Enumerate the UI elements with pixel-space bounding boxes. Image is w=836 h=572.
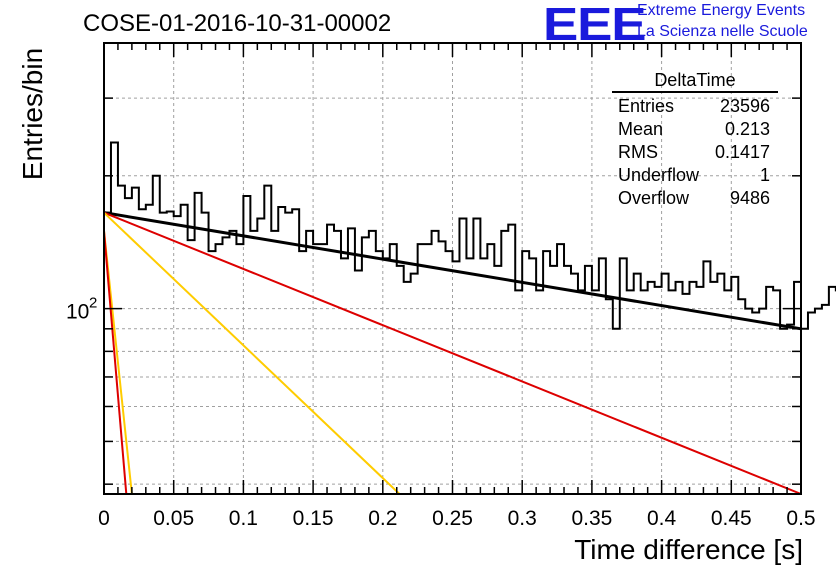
stats-divider (612, 91, 778, 93)
fit-curve (103, 211, 802, 331)
stats-label: Underflow (618, 165, 700, 185)
stats-label: Entries (618, 96, 675, 116)
stats-value: 23596 (719, 96, 770, 116)
grid-lines (104, 42, 801, 494)
x-tick-label: 0.15 (293, 507, 334, 530)
y-tick-label: 10 (66, 301, 89, 324)
stats-value: 1 (759, 165, 770, 185)
stats-row-overflow: Overflow 9486 (612, 187, 778, 210)
x-tick-label: 0.25 (432, 507, 473, 530)
x-tick-label: 0.05 (153, 507, 194, 530)
stats-row-entries: Entries 23596 (612, 95, 778, 118)
component-curve (103, 211, 401, 495)
stats-row-mean: Mean 0.213 (612, 118, 778, 141)
stats-row-rms: RMS 0.1417 (612, 141, 778, 164)
stats-value: 9486 (729, 188, 770, 208)
logo-subtitle-1: Extreme Energy Events (637, 2, 806, 19)
x-tick-label: 0.45 (711, 507, 752, 530)
stats-value: 0.213 (724, 119, 770, 139)
x-tick-label: 0.4 (647, 507, 677, 530)
stats-value: 0.1417 (714, 142, 770, 162)
x-tick-label: 0.3 (508, 507, 537, 530)
component-curve (103, 211, 802, 495)
histogram-steps (104, 141, 836, 330)
x-tick-label: 0.5 (786, 507, 815, 530)
stats-title: DeltaTime (654, 70, 736, 90)
x-axis-label: Time difference [s] (574, 534, 803, 565)
chart-title: COSE-01-2016-10-31-00002 (83, 10, 392, 37)
stats-row-underflow: Underflow 1 (612, 164, 778, 187)
eee-logo: EEE (543, 0, 647, 50)
x-tick-label: 0.35 (571, 507, 612, 530)
axis-ticks: 0 0.05 0.1 0.15 0.2 0.25 0.3 0.35 0.4 0.45 0.5 10 2 (66, 42, 816, 530)
component-curve (103, 230, 128, 495)
stats-box: DeltaTime Entries 23596 Mean 0.213 RMS 0… (612, 70, 778, 210)
stats-label: Mean (618, 119, 664, 139)
stats-label: Overflow (618, 188, 690, 208)
x-tick-label: 0.2 (368, 507, 397, 530)
y-tick-label-exponent: 2 (89, 295, 97, 312)
data-layer (103, 141, 836, 495)
x-tick-label: 0.1 (229, 507, 258, 530)
stats-label: RMS (618, 142, 658, 162)
x-tick-label: 0 (98, 507, 110, 530)
logo-subtitle-2: La Scienza nelle Scuole (637, 23, 808, 40)
y-axis-label: Entries/bin (17, 47, 48, 181)
